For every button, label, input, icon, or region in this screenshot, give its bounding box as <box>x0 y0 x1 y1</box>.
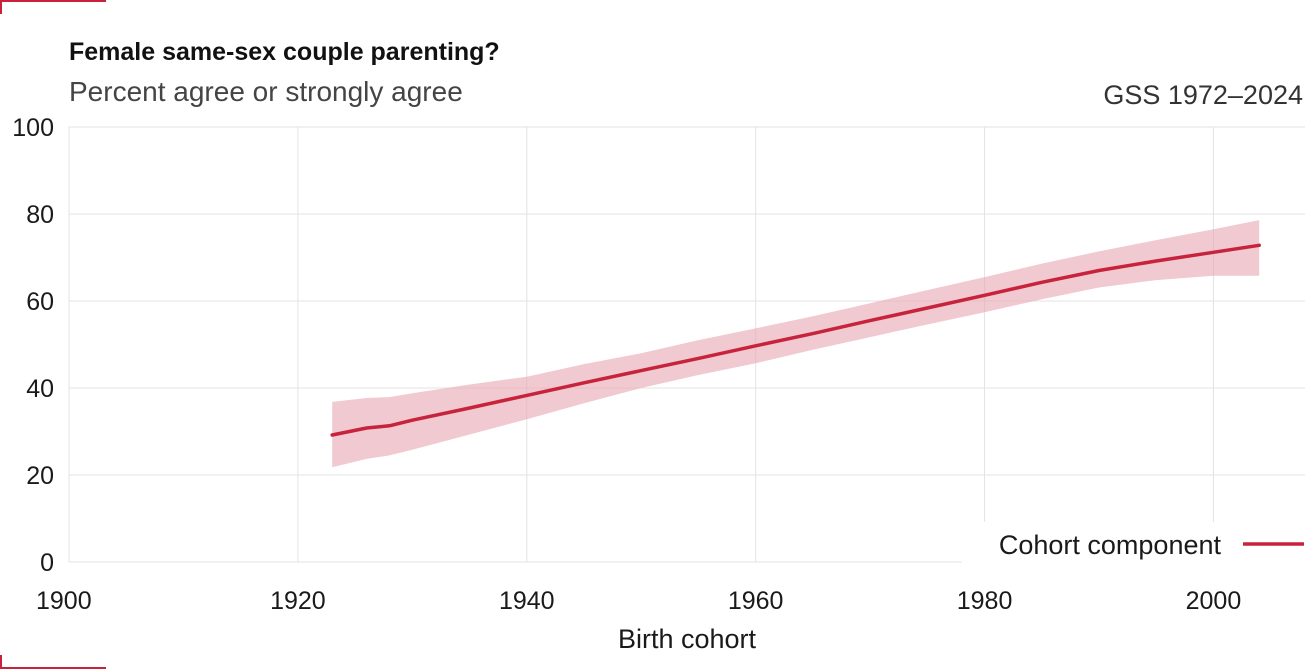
corner-mark-bottom-vertical <box>0 655 2 669</box>
x-tick-label: 1920 <box>270 587 326 615</box>
y-tick-label: 80 <box>26 201 54 229</box>
chart-title: Female same-sex couple parenting? <box>69 38 500 66</box>
series-line <box>330 243 1261 437</box>
x-tick-label: 1900 <box>36 587 92 615</box>
x-axis-label: Birth cohort <box>618 624 757 654</box>
data-source-label: GSS 1972–2024 <box>1103 80 1303 110</box>
y-tick-label: 100 <box>12 114 54 142</box>
x-tick-label: 2000 <box>1186 587 1242 615</box>
y-tick-label: 60 <box>26 288 54 316</box>
x-tick-label: 1980 <box>957 587 1013 615</box>
y-tick-label: 20 <box>26 462 54 490</box>
y-tick-label: 40 <box>26 375 54 403</box>
x-tick-label: 1960 <box>728 587 784 615</box>
x-tick-label: 1940 <box>499 587 555 615</box>
chart-subtitle: Percent agree or strongly agree <box>69 76 463 107</box>
corner-mark-top-horizontal <box>0 0 106 2</box>
y-tick-label: 0 <box>40 549 54 577</box>
legend-label: Cohort component <box>999 530 1222 560</box>
confidence-band <box>332 220 1260 468</box>
corner-mark-bottom-horizontal <box>0 667 106 669</box>
corner-mark-top-vertical <box>0 0 2 14</box>
